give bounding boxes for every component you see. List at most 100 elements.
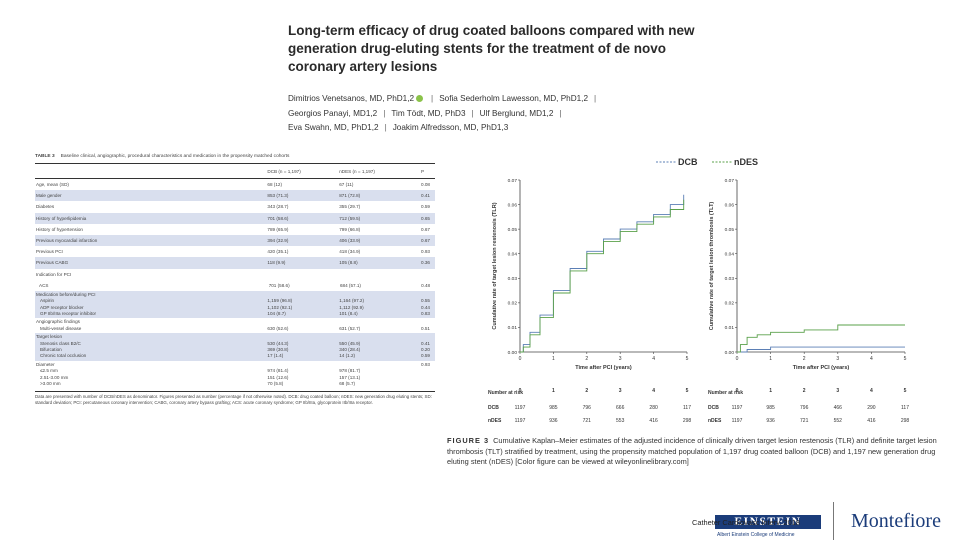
table-cell-group: 0.41 0.20 0.59 [421,334,435,360]
table-cell: GP IIb/IIIa receptor inhibitor [40,311,97,317]
table-cell: 0.93 [421,361,430,367]
table-cell-group: Target lesion Stenosis class B2/C Bifurcat… [35,334,267,360]
table-cell-group: 1,159 (96.8) 1,102 (92.1) 104 (8.7) [267,292,339,318]
risk-table-label: Number at risk [488,390,523,396]
y-tick-label: 0.03 [725,276,735,282]
risk-value: 796 [800,405,809,411]
table-cell-group: 0.51 [421,319,435,332]
risk-value: 721 [800,418,809,424]
table-row: Male gender 853 (71.3) 871 (72.8) 0.41 [35,190,435,202]
author-name: Sofia Sederholm Lawesson, MD, PhD1,2 [439,94,589,103]
x-tick-label: 3 [836,356,839,362]
table-row: History of hyperlipidemia 701 (58.6) 712 (… [35,212,435,224]
y-axis-label: Cumulative rate of target lesion thrombo… [709,202,715,331]
author-name: Eva Swahn, MD, PhD1,2 [288,123,379,132]
table-cell: 974 (81.4) [267,368,289,374]
risk-header-tick: 1 [769,388,772,394]
table-row: Medication before/during PCI Aspirin ADP r… [35,290,435,319]
table-row: Angiographic findings Multi-vessel diseas… [35,318,435,333]
author-name: Joakim Alfredsson, MD, PhD1,3 [392,123,509,132]
risk-row-name: nDES [708,418,722,424]
x-tick-label: 2 [803,356,806,362]
orcid-icon [416,95,424,103]
x-tick-label: 0 [519,356,522,362]
table-cell: 712 (59.5) [339,215,361,221]
author-name: Georgios Panayi, MD1,2 [288,108,378,118]
risk-value: 936 [549,418,558,424]
table-cell: 0.93 [421,249,430,255]
table-cell: Stenosis class B2/C [40,340,81,346]
table-cell: Diabetes [36,204,55,210]
table-cell: History of hyperlipidemia [36,215,87,221]
table-cell: Male gender [36,193,62,199]
risk-value: 1197 [515,418,526,424]
table-caption-text: Baseline clinical, angiographic, procedu… [60,154,290,159]
table-cell: 2.51-3.00 mm [40,374,69,380]
y-tick-label: 0.01 [725,325,735,331]
table-cell: History of hypertension [36,226,83,232]
table-cell: Previous PCI [36,249,63,255]
author-separator: | [384,123,387,132]
author-line-1: Dimitrios Venetsanos, MD, PhD1,2 | Sofia S… [288,92,688,107]
table-cell: 394 (32.9) [267,238,289,244]
einstein-logo-subtitle: Albert Einstein College of Medicine [717,532,795,538]
table-cell: Age, mean (SD) [36,182,69,188]
table-cell: 406 (33.9) [339,238,361,244]
table-cell: 0.67 [421,238,430,244]
table-cell: 118 (9.9) [267,260,286,266]
table-cell: 340 (28.4) [339,347,361,352]
x-tick-label: 3 [619,356,622,362]
table-caption: TABLE 3 Baseline clinical, angiographic, … [35,154,435,159]
einstein-logo-band [715,515,821,529]
table-cell: 105 (8.8) [339,260,358,266]
table-cell: 1,102 (92.1) [267,304,293,310]
author-separator: | [559,108,562,118]
footer-citation: Catheter Cardiovasc Interv. 2018 [692,518,800,527]
table-cell: 853 (71.3) [267,193,289,199]
risk-value: 117 [901,405,909,411]
table-cell-group: 974 (81.4) 151 (12.6) 70 (5.8) [267,362,339,388]
table-header-cell: DCB (n = 1,197) [267,168,301,174]
risk-value: 553 [616,418,625,424]
author-name: Ulf Berglund, MD1,2 [479,108,554,118]
table-cell [421,381,435,387]
x-tick-label: 0 [736,356,739,362]
risk-value: 1197 [732,405,743,411]
series-line-dcb [737,346,905,353]
table-cell: 530 (44.3) [267,340,289,346]
table-cell: Previous CABG [36,260,69,266]
y-tick-label: 0.01 [508,325,518,331]
table-cell: 871 (72.8) [339,193,361,199]
table-cell: 0.41 [421,340,430,346]
y-tick-label: 0.06 [508,202,518,208]
table-cell-group: 630 (52.6) [267,319,339,332]
table-label: TABLE 3 [35,154,55,159]
y-tick-label: 0.03 [508,276,518,282]
y-tick-label: 0.05 [508,227,518,233]
table-group-heading: Angiographic findings [36,319,80,325]
table-cell: 0.20 [421,347,430,352]
x-tick-label: 4 [652,356,655,362]
table-cell: 70 (5.8) [267,380,284,386]
table-cell: 799 (66.8) [339,226,361,232]
risk-row-name: DCB [488,405,499,411]
y-tick-label: 0.02 [725,301,735,307]
table-group-heading: Diameter [36,361,55,367]
y-tick-label: 0.07 [725,178,735,184]
x-axis-label: Time after PCI (years) [575,365,632,371]
risk-value: 298 [683,418,692,424]
y-tick-label: 0.04 [725,252,735,258]
x-tick-label: 5 [686,356,689,362]
table-cell: ADP receptor blocker [40,304,84,310]
figure-label: FIGURE 3 [447,436,490,445]
table-cell: 978 (81.7) [339,368,361,374]
author-separator: | [383,108,386,118]
table-cell: 17 (1.4) [267,353,284,359]
risk-header-tick: 0 [736,388,739,394]
risk-header-tick: 4 [870,388,873,394]
risk-header-tick: 5 [904,388,907,394]
tlt-chart: 0.00 0.01 0.02 0.03 0.04 0.05 0.06 0.07 0 1 2 3 4 5 Ti… [708,178,909,424]
risk-value: 552 [834,418,843,424]
x-tick-label: 1 [769,356,772,362]
risk-header-tick: 3 [619,388,622,394]
